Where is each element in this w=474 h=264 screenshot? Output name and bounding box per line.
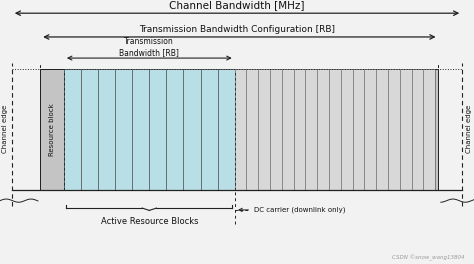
Bar	[40, 69, 64, 190]
Bar	[246, 69, 258, 190]
Bar	[341, 69, 353, 190]
Bar	[282, 69, 293, 190]
Bar	[388, 69, 400, 190]
Bar	[40, 69, 438, 190]
Bar	[98, 69, 115, 190]
Text: Channel edge: Channel edge	[466, 105, 472, 153]
Bar	[166, 69, 183, 190]
Bar	[149, 69, 166, 190]
Bar	[400, 69, 411, 190]
Text: Channel Bandwidth [MHz]: Channel Bandwidth [MHz]	[169, 1, 305, 11]
Bar	[270, 69, 282, 190]
Bar	[423, 69, 435, 190]
Text: Transmission Bandwidth Configuration [RB]: Transmission Bandwidth Configuration [RB…	[139, 25, 335, 34]
Bar	[81, 69, 98, 190]
Text: Resource block: Resource block	[49, 103, 55, 156]
Bar	[183, 69, 201, 190]
Bar	[435, 69, 438, 190]
Bar	[132, 69, 149, 190]
Bar	[305, 69, 317, 190]
Bar	[293, 69, 305, 190]
Bar	[201, 69, 218, 190]
Bar	[317, 69, 329, 190]
Bar	[115, 69, 132, 190]
Bar	[64, 69, 81, 190]
Text: Active Resource Blocks: Active Resource Blocks	[100, 217, 198, 226]
Text: Channel edge: Channel edge	[2, 105, 8, 153]
Text: DC carrier (downlink only): DC carrier (downlink only)	[254, 207, 345, 213]
Bar	[376, 69, 388, 190]
Bar	[329, 69, 341, 190]
Bar	[258, 69, 270, 190]
Bar	[218, 69, 235, 190]
Bar	[411, 69, 423, 190]
Bar	[235, 69, 246, 190]
Bar	[353, 69, 365, 190]
Text: Transmission
Bandwidth [RB]: Transmission Bandwidth [RB]	[119, 37, 179, 57]
Bar	[365, 69, 376, 190]
Text: CSDN ©snow_wang13804: CSDN ©snow_wang13804	[392, 255, 465, 261]
